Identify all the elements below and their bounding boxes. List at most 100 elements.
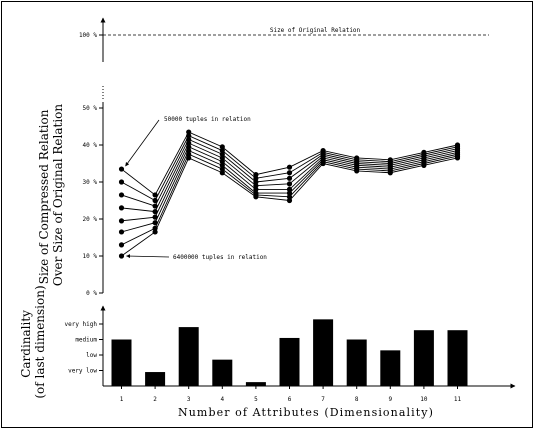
x-tick-label: 10 (420, 396, 428, 403)
data-point (186, 147, 192, 154)
data-point (118, 179, 125, 185)
x-tick-label: 11 (454, 396, 462, 403)
y-tick-label: 10 % (83, 253, 98, 260)
data-point (219, 162, 225, 168)
data-point (286, 170, 293, 176)
x-tick-label: 1 (120, 396, 124, 403)
data-point (253, 179, 259, 185)
x-tick-label: 9 (388, 396, 392, 403)
annotation-bottom: 6400000 tuples in relation (126, 254, 267, 261)
bar-11 (447, 330, 468, 386)
annotation-top-arrow (125, 119, 160, 167)
level-tick-label: low (86, 352, 97, 359)
data-point (219, 144, 225, 150)
data-point (186, 151, 192, 157)
data-point (118, 253, 125, 259)
bar-3 (178, 327, 199, 386)
level-tick-label: very low (68, 368, 97, 375)
data-point (152, 214, 158, 220)
data-point (286, 181, 293, 187)
bar-1 (111, 339, 132, 386)
bars (111, 319, 468, 386)
data-point (219, 155, 225, 161)
x-tick-label: 8 (355, 396, 359, 403)
data-point (152, 225, 158, 231)
level-tick-label: medium (75, 337, 97, 344)
bar-chart: very low low medium very high 1 2 3 4 5 6 7 8 9 10 11… (19, 285, 516, 419)
data-point (118, 218, 125, 224)
data-point (152, 209, 158, 215)
data-point (118, 242, 125, 248)
bar-10 (413, 330, 434, 386)
data-point (118, 205, 125, 211)
data-point (219, 147, 225, 154)
bar-4 (212, 359, 233, 386)
data-point (387, 170, 393, 176)
x-tick-label: 6 (288, 396, 292, 403)
x-axis-label: Number of Attributes (Dimensionality) (178, 406, 434, 419)
y-tick-label: 40 % (83, 142, 98, 149)
line-chart: 0 % 10 % 20 % 30 % 40 % 50 % 100 % Size of Ori… (37, 17, 489, 297)
data-point (253, 186, 259, 192)
data-point (454, 155, 461, 161)
y-tick-label: 50 % (83, 105, 98, 112)
data-point (286, 190, 293, 196)
reference-line-label: Size of Original Relation (270, 27, 361, 34)
y-tick-label: 30 % (83, 179, 98, 186)
y-tick-label: 100 % (79, 32, 97, 39)
data-point (320, 160, 326, 167)
data-point (421, 162, 427, 168)
annotation-bottom-text: 6400000 tuples in relation (173, 254, 267, 261)
data-point (253, 194, 259, 200)
series-points (118, 129, 461, 259)
level-tick-label: very high (64, 321, 97, 328)
data-point (219, 166, 225, 172)
y-tick-label: 20 % (83, 216, 98, 223)
data-point (219, 151, 225, 157)
bar-9 (380, 350, 401, 386)
x-tick-label: 4 (220, 396, 224, 403)
data-point (286, 197, 293, 204)
data-point (286, 194, 293, 200)
y-ticks: 0 % 10 % 20 % 30 % 40 % 50 % 100 % (79, 32, 103, 297)
level-ticks: very low low medium very high (64, 321, 103, 375)
bar-6 (279, 337, 300, 386)
data-point (253, 172, 259, 178)
data-point (186, 140, 192, 146)
data-point (152, 197, 158, 204)
data-point (118, 166, 125, 172)
bar-2 (145, 372, 166, 386)
x-tick-label: 7 (321, 396, 325, 403)
data-point (152, 203, 158, 209)
data-point (118, 229, 125, 235)
data-point (219, 170, 225, 176)
annotation-top: 50000 tuples in relation (125, 116, 251, 167)
data-point (186, 133, 192, 139)
data-point (253, 175, 259, 181)
data-point (118, 192, 125, 198)
data-point (286, 164, 293, 170)
x-tick-label: 5 (254, 396, 258, 403)
x-tick-label: 2 (153, 396, 157, 403)
bar-5 (245, 382, 266, 386)
data-point (186, 129, 192, 135)
data-point (219, 159, 225, 165)
data-point (152, 220, 158, 226)
data-point (286, 175, 293, 181)
bar-8 (346, 339, 367, 386)
bar-7 (313, 319, 334, 386)
y-tick-label: 0 % (86, 290, 97, 297)
data-point (186, 136, 192, 143)
data-point (286, 186, 293, 192)
top-y-axis-label: Size of Compressed Relation Over Size of… (37, 104, 65, 287)
annotation-top-text: 50000 tuples in relation (164, 116, 251, 123)
annotation-bottom-arrow (126, 254, 170, 259)
x-ticks: 1 2 3 4 5 6 7 8 9 10 11 (120, 386, 462, 403)
data-point (186, 144, 192, 150)
data-point (253, 183, 259, 189)
data-point (186, 155, 192, 161)
data-point (152, 229, 158, 235)
data-point (152, 192, 158, 198)
